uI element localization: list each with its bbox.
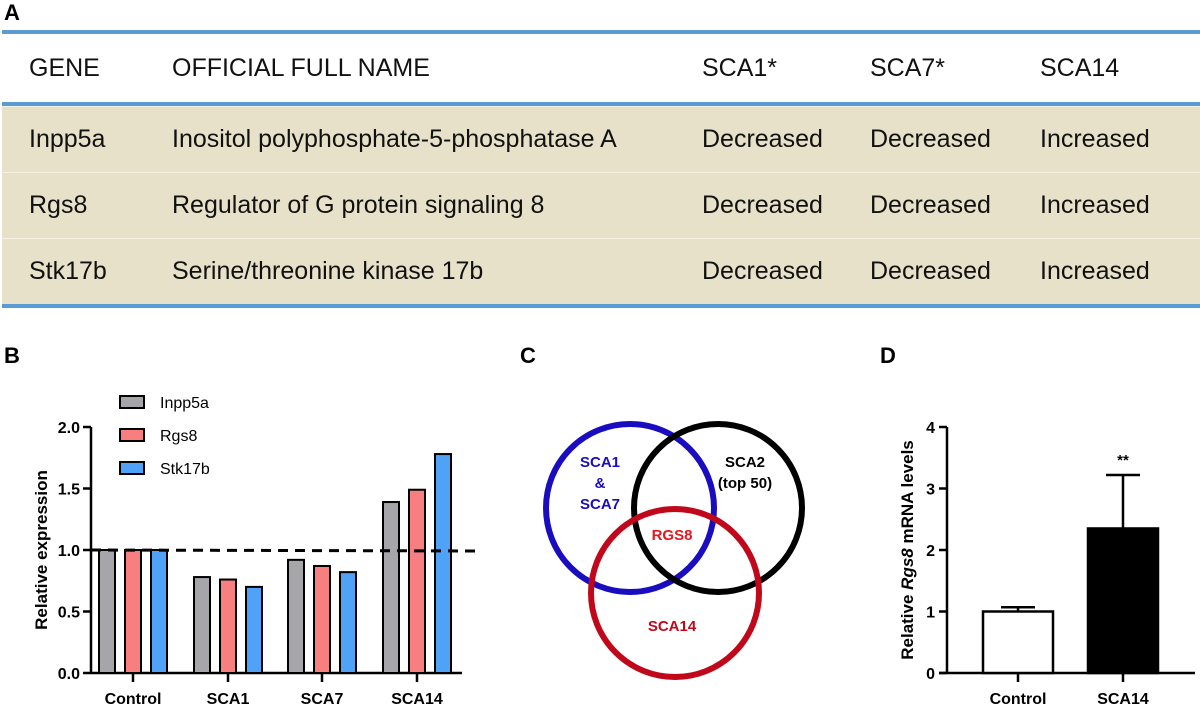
- legend-label: Stk17b: [160, 461, 210, 478]
- y-axis-title: Relative expression: [32, 470, 51, 630]
- y-axis-title-part: Relative: [898, 590, 917, 660]
- venn-circle: [543, 421, 717, 595]
- header-sca7: SCA7*: [870, 53, 946, 82]
- y-tick-label: 2.0: [58, 420, 80, 437]
- legend-swatch: [119, 461, 145, 475]
- venn-intersection-label: RGS8: [652, 527, 693, 544]
- venn-set-label: SCA7: [580, 496, 620, 513]
- venn-set-label: SCA14: [648, 618, 697, 635]
- reference-line: [90, 548, 483, 553]
- cell-full-name: Serine/threonine kinase 17b: [172, 257, 484, 285]
- cell-sca1: Decreased: [702, 257, 823, 285]
- bar-rgs8: [408, 488, 426, 675]
- table-row: Stk17b Serine/threonine kinase 17b Decre…: [2, 238, 1200, 304]
- cell-gene: Rgs8: [29, 191, 88, 219]
- cell-sca7: Decreased: [870, 191, 991, 219]
- bar-inpp5a: [98, 549, 116, 674]
- panel-label-a: A: [4, 0, 20, 25]
- y-tick-label: 0: [926, 666, 935, 683]
- bar-inpp5a: [287, 558, 305, 675]
- cell-sca7: Decreased: [870, 257, 991, 285]
- cell-full-name: Inositol polyphosphate-5-phosphatase A: [172, 125, 617, 153]
- x-tick-label: SCA7: [301, 691, 344, 706]
- legend-swatch: [119, 395, 145, 409]
- legend-label: Rgs8: [160, 428, 197, 445]
- venn-set-label: (top 50): [718, 475, 772, 492]
- bar-control: [981, 610, 1055, 675]
- cell-gene: Stk17b: [29, 257, 107, 285]
- y-tick-label: 0.5: [58, 605, 80, 622]
- cell-sca7: Decreased: [870, 125, 991, 153]
- header-gene: GENE: [29, 53, 100, 82]
- cell-gene: Inpp5a: [29, 125, 106, 153]
- header-sca1: SCA1*: [702, 53, 778, 82]
- y-axis-title: Relative Rgs8 mRNA levels: [898, 440, 917, 660]
- bar-rgs8: [124, 549, 142, 674]
- y-tick-label: 3: [926, 482, 935, 499]
- x-tick-label: Control: [105, 691, 162, 706]
- table-rule-header: [2, 102, 1200, 106]
- header-sca14: SCA14: [1040, 53, 1120, 82]
- table-rule-bottom: [2, 304, 1200, 308]
- gene-table: GENE OFFICIAL FULL NAME SCA1* SCA7* SCA1…: [2, 30, 1200, 308]
- header-full-name: OFFICIAL FULL NAME: [172, 53, 430, 82]
- y-tick-label: 1: [926, 605, 935, 622]
- y-tick-label: 1.5: [58, 482, 80, 499]
- cell-sca14: Increased: [1040, 257, 1150, 285]
- cell-sca1: Decreased: [702, 125, 823, 153]
- bar-inpp5a: [382, 501, 400, 674]
- table-header-row: GENE OFFICIAL FULL NAME SCA1* SCA7* SCA1…: [2, 34, 1200, 102]
- y-tick-label: 4: [926, 420, 935, 437]
- venn-circle: [631, 421, 805, 595]
- panel-label-b: B: [4, 343, 20, 368]
- x-tick-label: SCA1: [207, 691, 250, 706]
- table-row: Inpp5a Inositol polyphosphate-5-phosphat…: [2, 106, 1200, 172]
- y-axis-title-part: Rgs8: [898, 548, 917, 590]
- x-tick-label: Control: [990, 691, 1047, 706]
- cell-sca1: Decreased: [702, 191, 823, 219]
- bar-stk17b: [434, 453, 452, 674]
- bar-rgs8: [313, 564, 331, 674]
- x-tick-label: SCA14: [1097, 691, 1149, 706]
- significance-marker: **: [1117, 452, 1129, 469]
- y-tick-label: 2: [926, 543, 935, 560]
- panel-label-d: D: [880, 343, 896, 368]
- legend-swatch: [119, 428, 145, 442]
- y-tick-label: 0.0: [58, 666, 80, 683]
- cell-sca14: Increased: [1040, 191, 1150, 219]
- y-axis-title-part: mRNA levels: [898, 440, 917, 548]
- cell-sca14: Increased: [1040, 125, 1150, 153]
- legend-label: Inpp5a: [160, 395, 209, 412]
- venn-set-label: SCA2: [725, 454, 765, 471]
- panel-label-c: C: [520, 343, 536, 368]
- venn-set-label: SCA1: [580, 454, 620, 471]
- bar-rgs8: [219, 578, 237, 675]
- table-rule-top: [2, 30, 1200, 34]
- venn-set-label: &: [595, 475, 606, 492]
- bar-stk17b: [245, 585, 263, 675]
- bar-inpp5a: [193, 576, 211, 674]
- y-tick-label: 1.0: [58, 543, 80, 560]
- venn-circle: [588, 506, 762, 680]
- bar-stk17b: [339, 571, 357, 675]
- x-tick-label: SCA14: [391, 691, 443, 706]
- table-row: Rgs8 Regulator of G protein signaling 8 …: [2, 172, 1200, 238]
- bar-stk17b: [150, 549, 168, 674]
- cell-full-name: Regulator of G protein signaling 8: [172, 191, 545, 219]
- bar-sca14: [1086, 527, 1160, 675]
